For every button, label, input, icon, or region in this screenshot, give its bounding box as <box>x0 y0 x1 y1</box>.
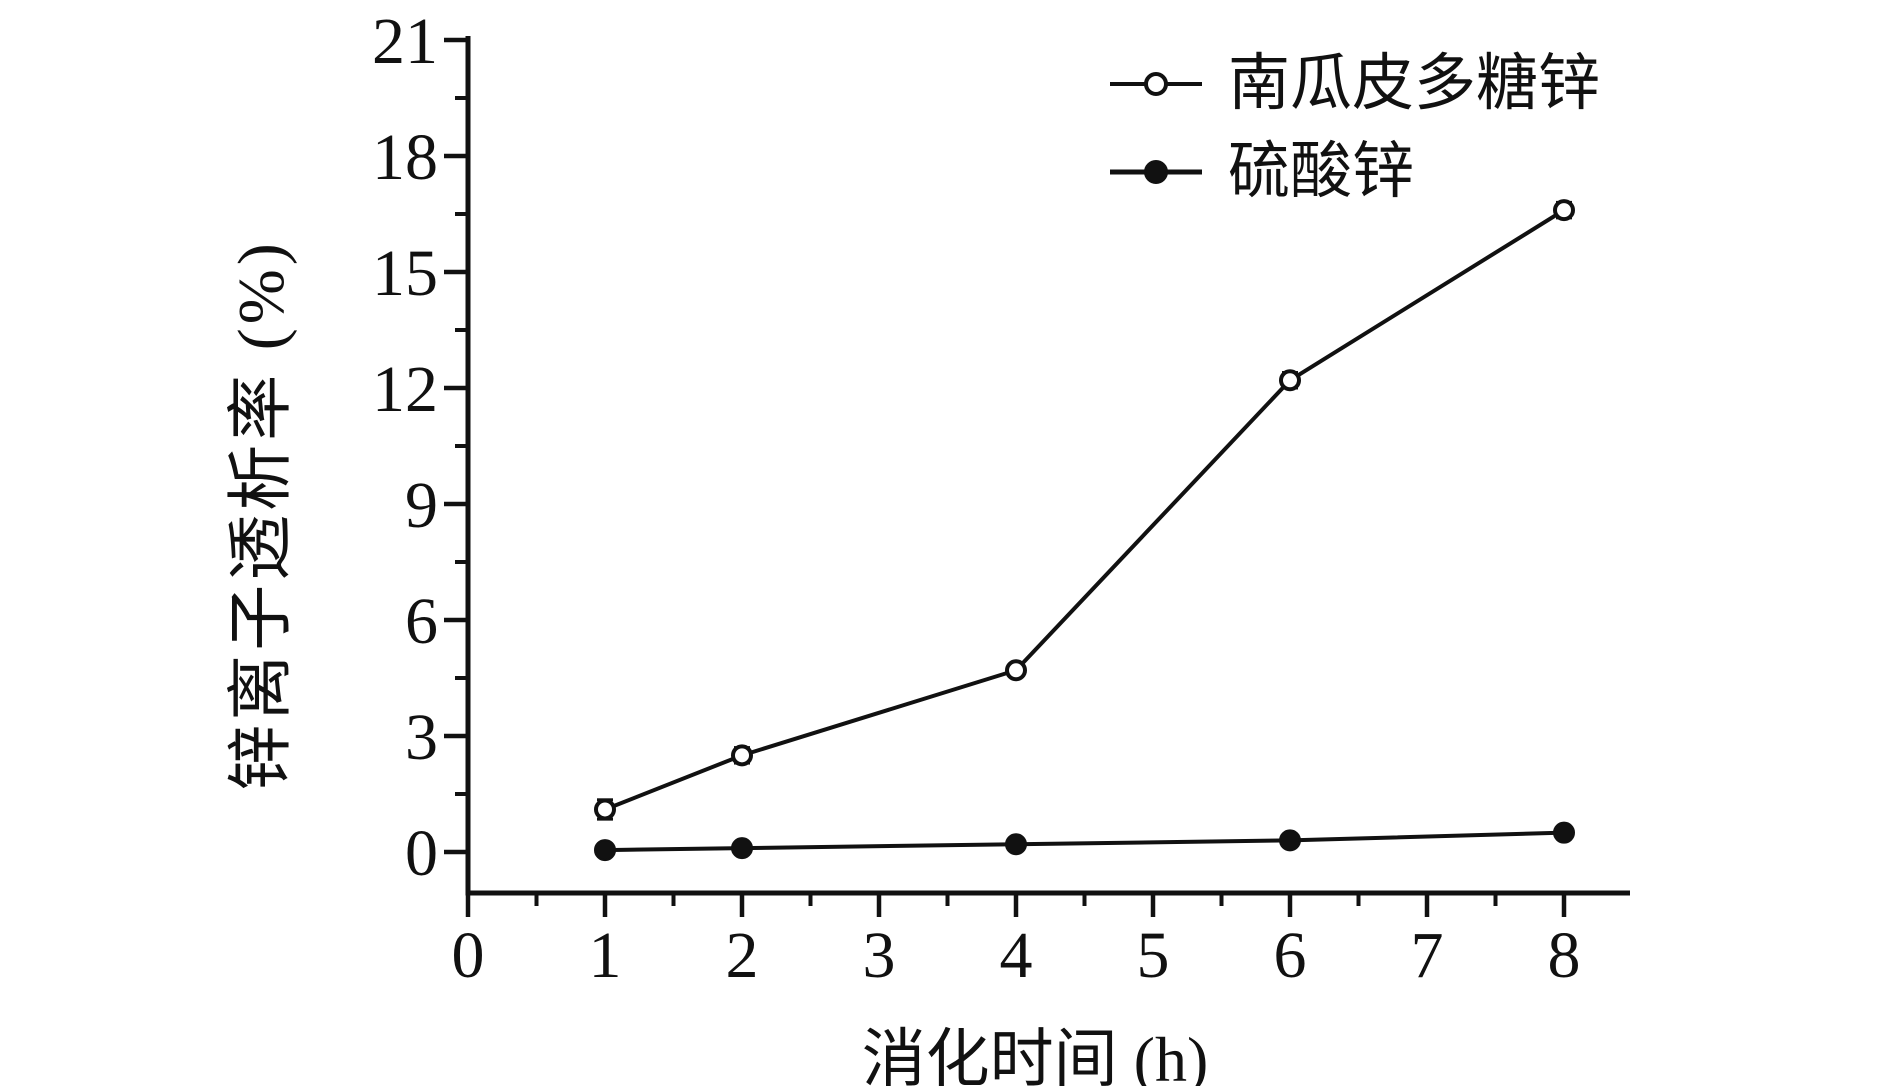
svg-text:3: 3 <box>863 919 896 992</box>
svg-text:18: 18 <box>372 121 438 194</box>
svg-text:3: 3 <box>405 701 438 774</box>
legend-label: 南瓜皮多糖锌 <box>1228 50 1601 118</box>
svg-text:0: 0 <box>452 919 485 992</box>
legend-label: 硫酸锌 <box>1228 138 1415 206</box>
legend: 南瓜皮多糖锌 硫酸锌 <box>1108 40 1600 216</box>
svg-text:0: 0 <box>405 817 438 890</box>
svg-text:9: 9 <box>405 469 438 542</box>
filled-circle-marker-icon <box>1110 160 1202 184</box>
legend-item-zinc-sulfate: 硫酸锌 <box>1108 128 1600 216</box>
svg-text:21: 21 <box>372 5 438 78</box>
svg-text:12: 12 <box>372 353 438 426</box>
svg-text:15: 15 <box>372 237 438 310</box>
open-circle-marker-icon <box>1110 72 1202 96</box>
svg-text:1: 1 <box>589 919 622 992</box>
svg-text:6: 6 <box>1274 919 1307 992</box>
svg-text:2: 2 <box>726 919 759 992</box>
svg-text:4: 4 <box>1000 919 1033 992</box>
y-axis-title: 锌离子透析率 (%) <box>225 239 298 791</box>
x-axis-title: 消化时间 (h) <box>861 1024 1209 1086</box>
legend-item-pumpkin-polysaccharide-zinc: 南瓜皮多糖锌 <box>1108 40 1600 128</box>
svg-text:8: 8 <box>1548 919 1581 992</box>
svg-text:7: 7 <box>1411 919 1444 992</box>
svg-text:6: 6 <box>405 585 438 658</box>
svg-text:5: 5 <box>1137 919 1170 992</box>
